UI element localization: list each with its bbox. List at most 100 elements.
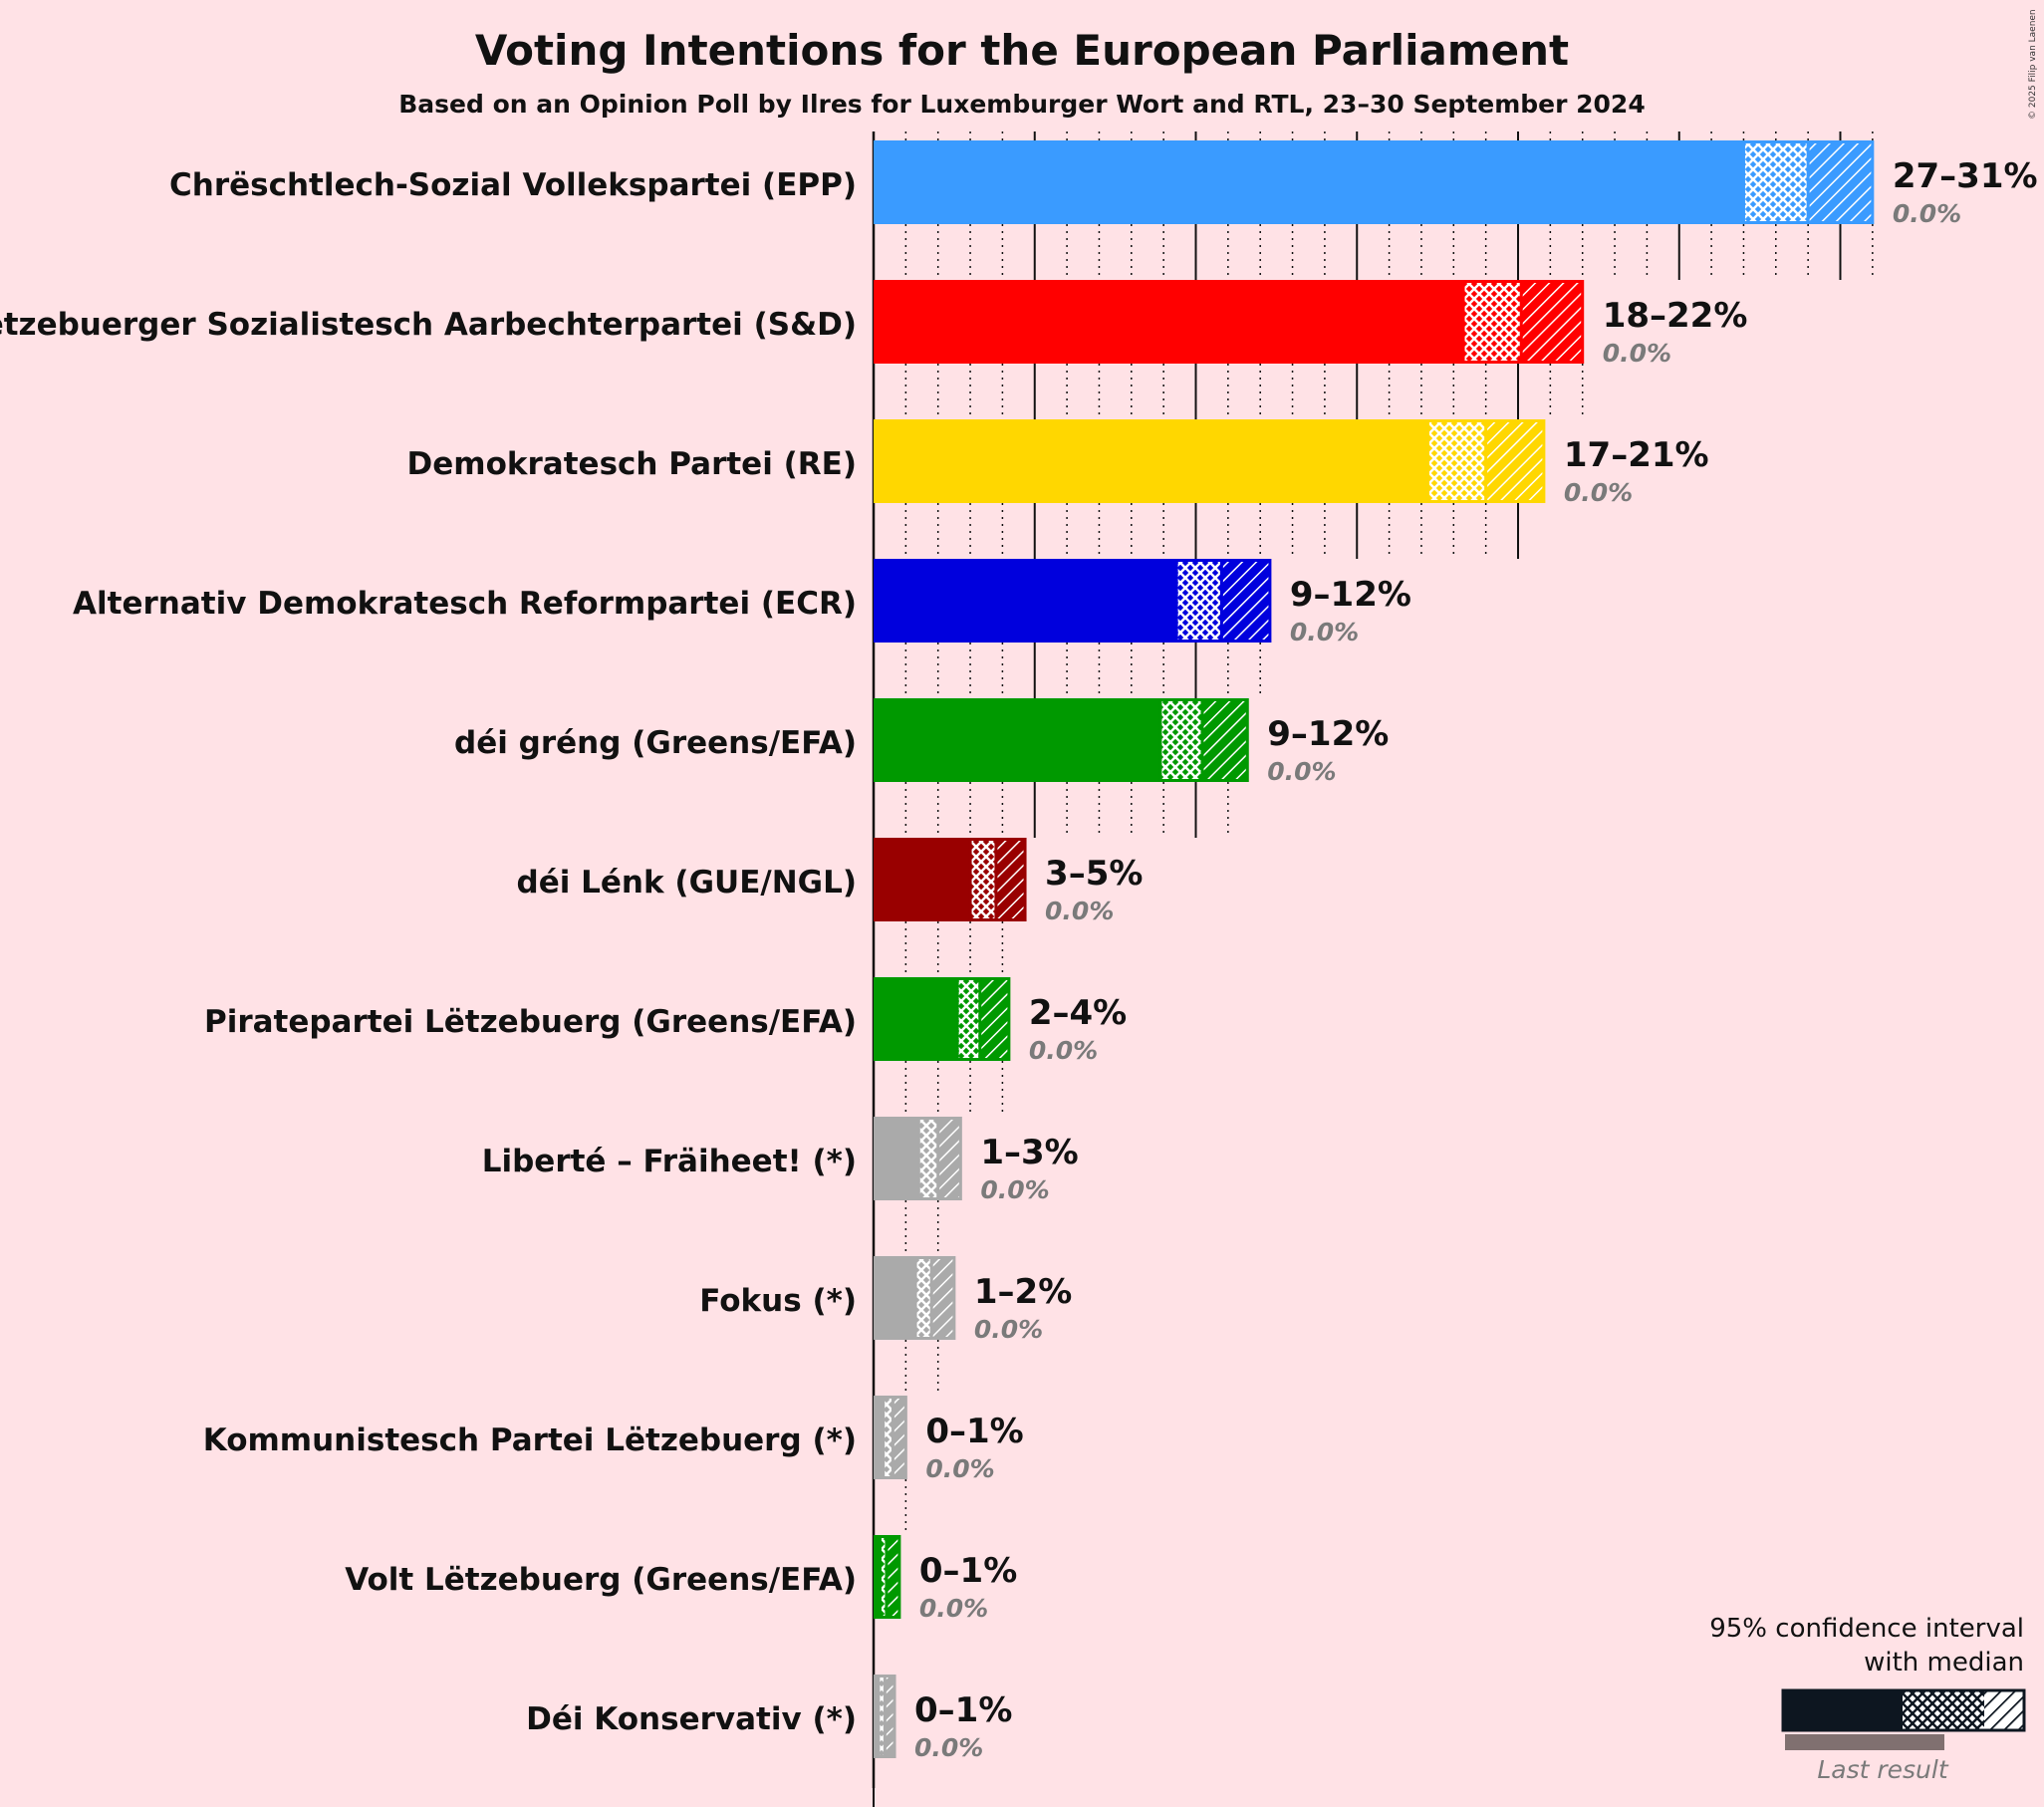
bar-ci-outline (916, 1117, 962, 1200)
bar-ci-lower-hatch (1427, 419, 1486, 503)
bar-ci-outline (968, 838, 1027, 921)
party-label: déi gréng (Greens/EFA) (454, 725, 857, 761)
bar-ci-upper-hatch (1808, 140, 1873, 224)
bar-ci-upper-hatch (1221, 559, 1270, 643)
party-bar: Déi Konservativ (*) 0–1% 0.0% (526, 1675, 1012, 1762)
party-bar: Alternativ Demokratesch Reformpartei (EC… (73, 559, 1411, 646)
bar-ci-outline (1158, 698, 1249, 782)
party-label: déi Lénk (GUE/NGL) (517, 865, 857, 901)
bar-ci-lower-hatch (1176, 559, 1222, 643)
last-result-label: 0.0% (974, 1315, 1043, 1344)
last-result-label: 0.0% (1267, 757, 1336, 786)
bar-solid (874, 1256, 916, 1340)
party-label: Kommunistesch Partei Lëtzebuerg (*) (203, 1422, 857, 1458)
bar-solid (874, 698, 1160, 782)
grid (872, 131, 1874, 1807)
party-bar: Lëtzebuerger Sozialistesch Aarbechterpar… (0, 280, 1747, 368)
party-label: Demokratesch Partei (RE) (407, 446, 857, 482)
party-bar: Liberté – Fräiheet! (*) 1–3% 0.0% (482, 1117, 1079, 1204)
chart-subtitle: Based on an Opinion Poll by Ilres for Lu… (398, 90, 1645, 119)
party-bar: Kommunistesch Partei Lëtzebuerg (*) 0–1% 0… (203, 1396, 1024, 1483)
party-bar: Piratepartei Lëtzebuerg (Greens/EFA) 2–4%… (204, 977, 1127, 1065)
legend-title-line1: 95% confidence interval (1709, 1614, 2024, 1644)
bar-solid (874, 1117, 919, 1200)
bar-ci-upper-hatch (937, 1117, 961, 1200)
bar-ci-lower-hatch (918, 1117, 938, 1200)
party-label: Déi Konservativ (*) (526, 1701, 857, 1737)
last-result-label: 0.0% (1893, 199, 1961, 228)
legend-outline (1781, 1688, 2026, 1732)
legend: 95% confidence interval with median Last… (1709, 1614, 2026, 1784)
bar-ci-lower-hatch (880, 1535, 887, 1619)
bar-solid (874, 559, 1177, 643)
bar-ci-lower-hatch (1463, 280, 1522, 364)
bar-ci-lower-hatch (915, 1256, 932, 1340)
bar-ci-outline (882, 1396, 907, 1479)
bar-ci-upper-hatch (995, 838, 1026, 921)
legend-diagonal-swatch (1984, 1690, 2024, 1730)
range-label: 0–1% (925, 1412, 1023, 1451)
bar-ci-outline (877, 1675, 896, 1758)
party-label: Volt Lëtzebuerg (Greens/EFA) (345, 1562, 857, 1598)
range-label: 27–31% (1893, 156, 2038, 196)
party-bar: Demokratesch Partei (RE) 17–21% 0.0% (407, 419, 1709, 507)
bar-ci-lower-hatch (883, 1396, 894, 1479)
bar-ci-lower-hatch (878, 1675, 886, 1758)
range-label: 17–21% (1564, 435, 1709, 475)
range-label: 9–12% (1267, 714, 1389, 754)
bar-solid (874, 977, 958, 1061)
copyright: © 2025 Filip van Laenen (2028, 9, 2038, 120)
last-result-label: 0.0% (1603, 339, 1671, 368)
bar-solid (874, 280, 1464, 364)
bar-ci-upper-hatch (979, 977, 1009, 1061)
party-bar: Volt Lëtzebuerg (Greens/EFA) 0–1% 0.0% (345, 1535, 1017, 1623)
range-label: 18–22% (1603, 296, 1748, 336)
bar-solid (874, 140, 1744, 224)
party-bar: déi gréng (Greens/EFA) 9–12% 0.0% (454, 698, 1389, 786)
party-label: Liberté – Fräiheet! (*) (482, 1144, 857, 1179)
range-label: 2–4% (1029, 993, 1127, 1033)
bar-solid (874, 1535, 881, 1619)
legend-crosshatch-swatch (1903, 1690, 1984, 1730)
last-result-label: 0.0% (919, 1594, 988, 1623)
bar-ci-lower-hatch (1743, 140, 1809, 224)
range-label: 0–1% (914, 1690, 1012, 1730)
last-result-label: 0.0% (1564, 478, 1633, 507)
chart-title: Voting Intentions for the European Parli… (475, 26, 1569, 75)
last-result-label: 0.0% (1029, 1036, 1098, 1065)
range-label: 0–1% (919, 1551, 1017, 1591)
party-bar: Fokus (*) 1–2% 0.0% (699, 1256, 1072, 1344)
last-result-label: 0.0% (914, 1733, 983, 1762)
bar-ci-lower-hatch (957, 977, 980, 1061)
bar-solid (874, 838, 971, 921)
range-label: 1–3% (980, 1133, 1078, 1172)
party-label: Lëtzebuerger Sozialistesch Aarbechterpar… (0, 307, 857, 343)
bar-solid (874, 1396, 884, 1479)
bars: Chrëschtlech-Sozial Vollekspartei (EPP) 2… (0, 140, 2038, 1762)
bar-ci-upper-hatch (893, 1396, 906, 1479)
party-label: Fokus (*) (699, 1283, 857, 1319)
party-label: Piratepartei Lëtzebuerg (Greens/EFA) (204, 1004, 857, 1040)
bar-solid (874, 419, 1428, 503)
party-label: Chrëschtlech-Sozial Vollekspartei (EPP) (169, 167, 857, 203)
bar-ci-lower-hatch (970, 838, 996, 921)
bar-ci-upper-hatch (885, 1675, 895, 1758)
bar-ci-outline (1461, 280, 1585, 364)
party-label: Alternativ Demokratesch Reformpartei (EC… (73, 586, 857, 622)
bar-ci-upper-hatch (931, 1256, 954, 1340)
last-result-label: 0.0% (1290, 618, 1359, 646)
bar-ci-lower-hatch (1159, 698, 1202, 782)
range-label: 9–12% (1290, 575, 1411, 615)
bar-ci-outline (955, 977, 1011, 1061)
bar-ci-outline (1174, 559, 1272, 643)
last-result-label: 0.0% (925, 1454, 994, 1483)
party-bar: Chrëschtlech-Sozial Vollekspartei (EPP) 2… (169, 140, 2038, 228)
bar-ci-upper-hatch (1521, 280, 1583, 364)
party-bar: déi Lénk (GUE/NGL) 3–5% 0.0% (517, 838, 1143, 925)
bar-ci-outline (913, 1256, 956, 1340)
legend-last-result-bar (1785, 1734, 1944, 1750)
legend-solid-swatch (1783, 1690, 1903, 1730)
bar-ci-upper-hatch (886, 1535, 899, 1619)
range-label: 3–5% (1045, 854, 1143, 894)
